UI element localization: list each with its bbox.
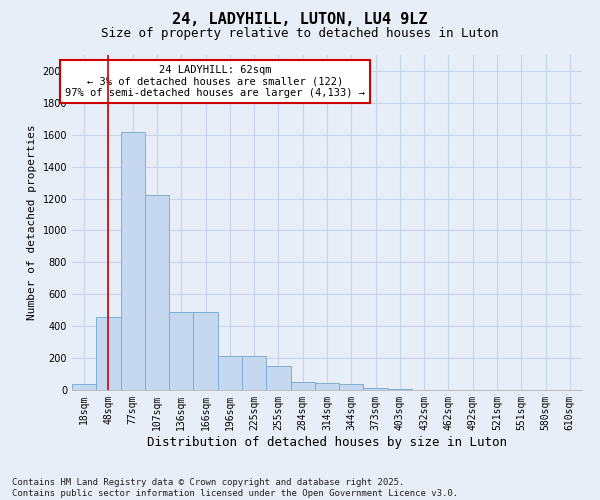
Bar — [315, 383, 339, 390]
Bar — [193, 312, 218, 390]
Text: 24, LADYHILL, LUTON, LU4 9LZ: 24, LADYHILL, LUTON, LU4 9LZ — [172, 12, 428, 28]
Bar — [96, 316, 121, 390]
Y-axis label: Number of detached properties: Number of detached properties — [27, 124, 37, 320]
Text: Size of property relative to detached houses in Luton: Size of property relative to detached ho… — [101, 28, 499, 40]
Text: 24 LADYHILL: 62sqm
← 3% of detached houses are smaller (122)
97% of semi-detache: 24 LADYHILL: 62sqm ← 3% of detached hous… — [65, 65, 365, 98]
Bar — [266, 366, 290, 390]
Bar — [218, 356, 242, 390]
Bar — [121, 132, 145, 390]
Bar — [169, 312, 193, 390]
Bar — [388, 389, 412, 390]
X-axis label: Distribution of detached houses by size in Luton: Distribution of detached houses by size … — [147, 436, 507, 448]
Text: Contains HM Land Registry data © Crown copyright and database right 2025.
Contai: Contains HM Land Registry data © Crown c… — [12, 478, 458, 498]
Bar — [242, 356, 266, 390]
Bar — [72, 384, 96, 390]
Bar — [339, 384, 364, 390]
Bar — [145, 196, 169, 390]
Bar — [364, 388, 388, 390]
Bar — [290, 382, 315, 390]
